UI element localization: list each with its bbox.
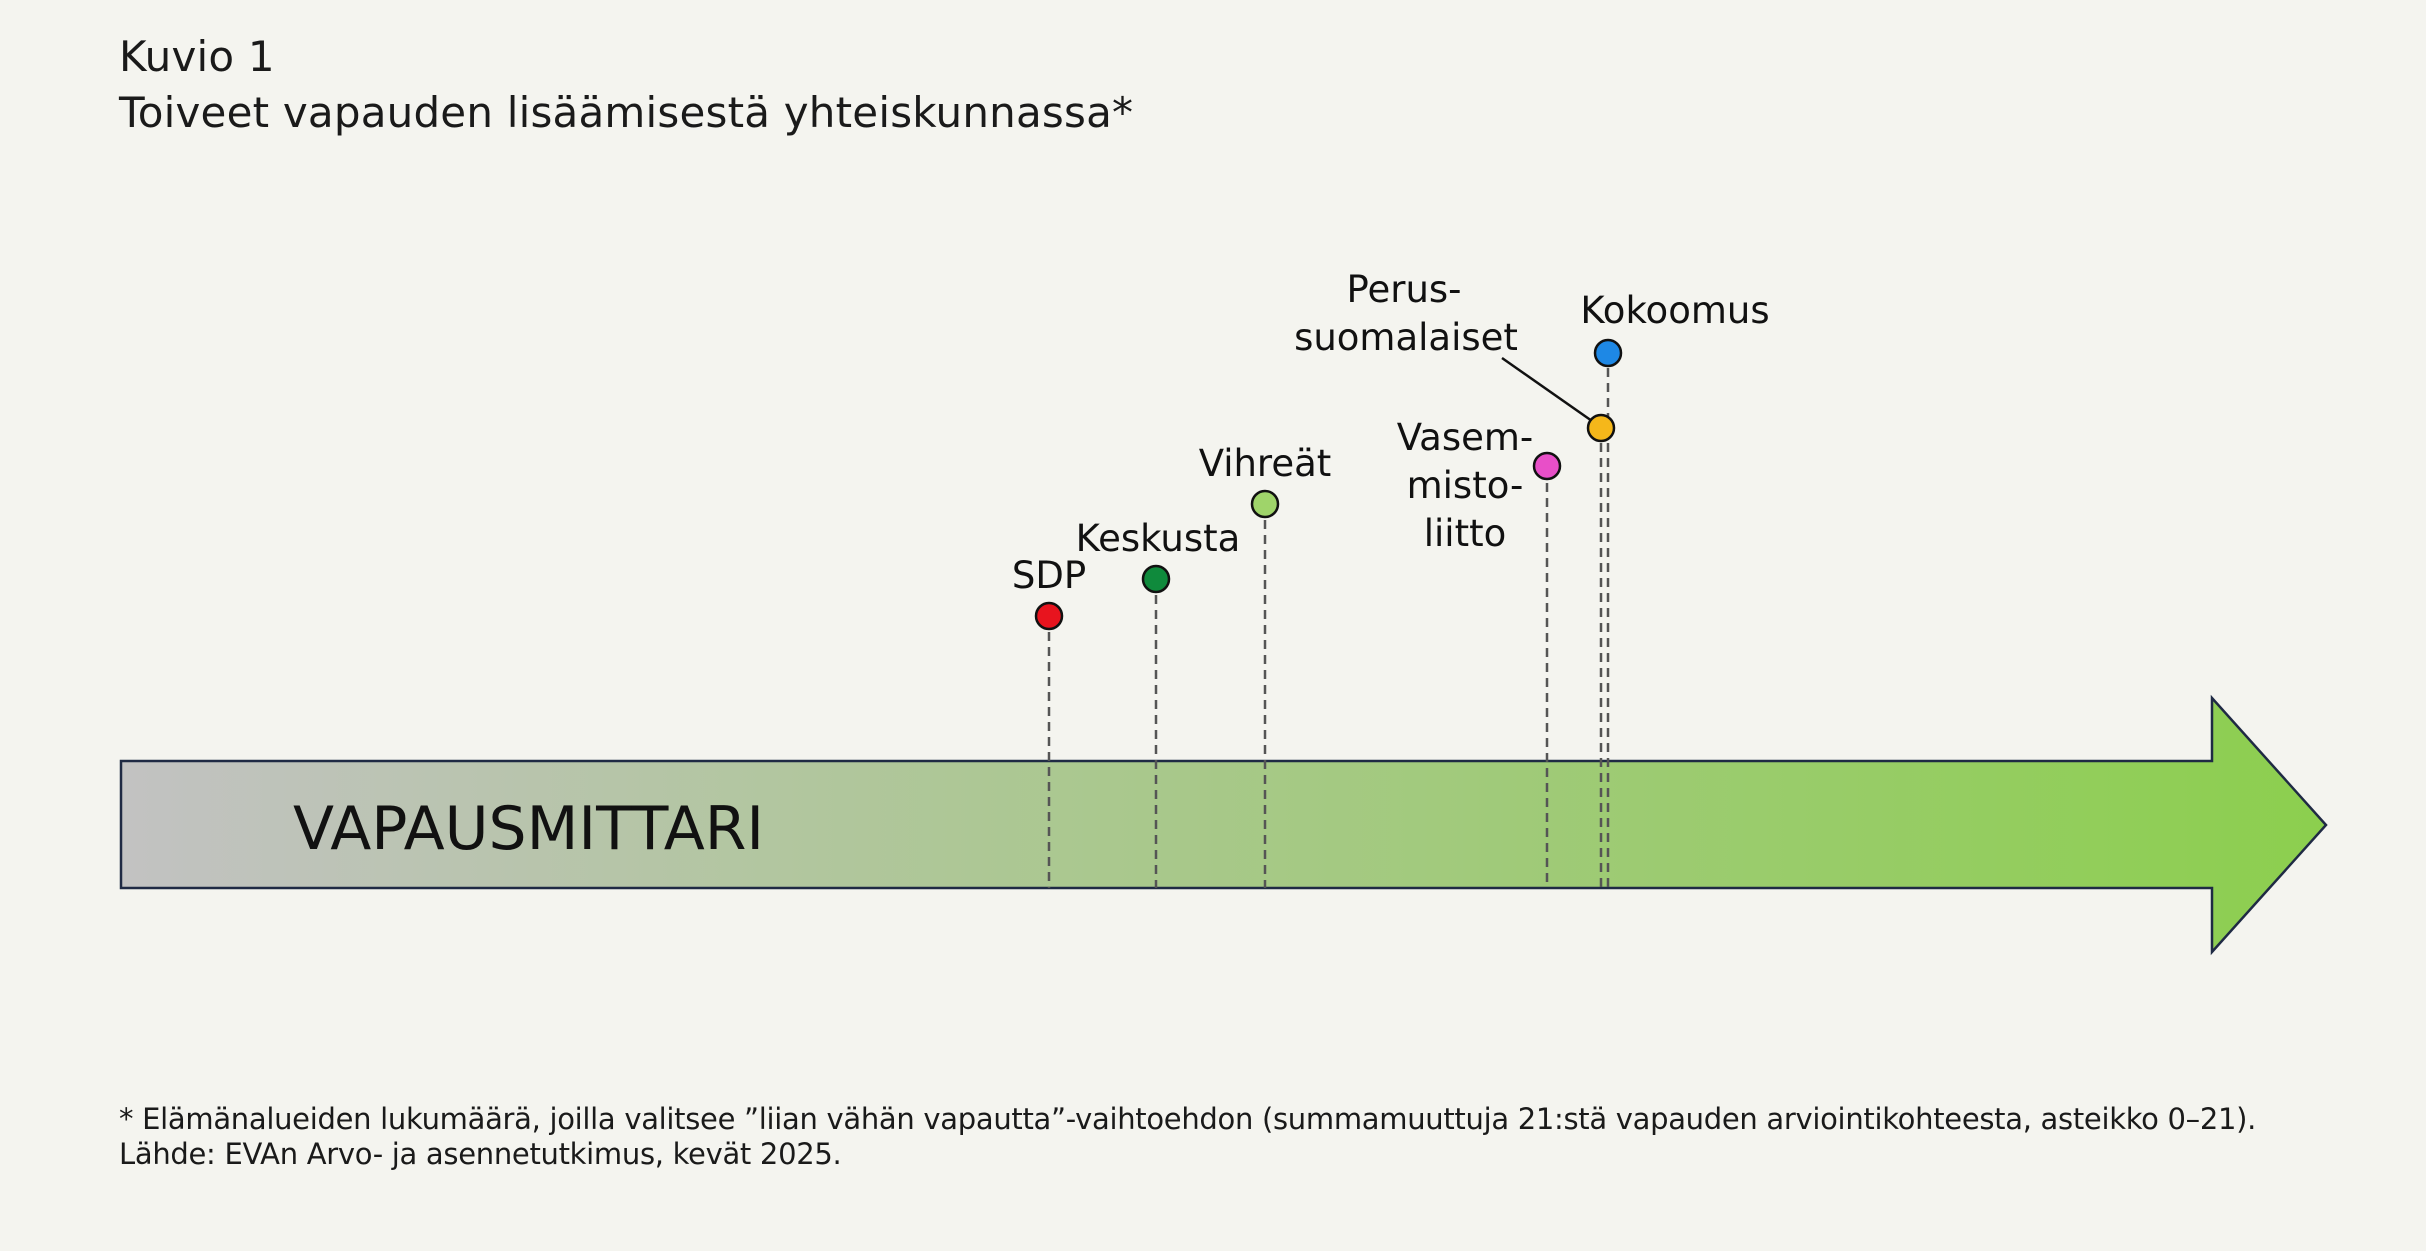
perussuomalaiset-marker [1586, 413, 1616, 443]
perussuomalaiset-leader-line [1501, 356, 1593, 423]
keskusta-marker [1141, 564, 1171, 594]
perussuomalaiset-label-line-1: Perus- [1346, 268, 1461, 311]
kokoomus-label: Kokoomus [1580, 289, 1769, 332]
arrow-label: VAPAUSMITTARI [293, 794, 764, 864]
vihreat-label: Vihreät [1199, 442, 1332, 485]
kokoomus-marker [1593, 338, 1623, 368]
perussuomalaiset-label-line-2: suomalaiset [1294, 316, 1518, 359]
figure-number: Kuvio 1 [119, 32, 275, 81]
sdp-marker [1034, 601, 1064, 631]
vasemmistoliitto-label-line-3: liitto [1424, 512, 1507, 555]
vasemmistoliitto-label-line-1: Vasem- [1397, 416, 1534, 459]
footnote: * Elämänalueiden lukumäärä, joilla valit… [119, 1102, 2257, 1136]
vihreat-marker [1250, 489, 1280, 519]
vasemmistoliitto-label-line-2: misto- [1407, 464, 1524, 507]
drop-lines [1047, 368, 1610, 888]
keskusta-label: Keskusta [1076, 517, 1241, 560]
sdp-label: SDP [1012, 554, 1086, 597]
source-note: Lähde: EVAn Arvo- ja asennetutkimus, kev… [119, 1137, 842, 1171]
freedom-meter-arrow [119, 694, 2328, 956]
figure-title: Toiveet vapauden lisäämisestä yhteiskunn… [119, 88, 1134, 137]
vasemmistoliitto-marker [1532, 451, 1562, 481]
